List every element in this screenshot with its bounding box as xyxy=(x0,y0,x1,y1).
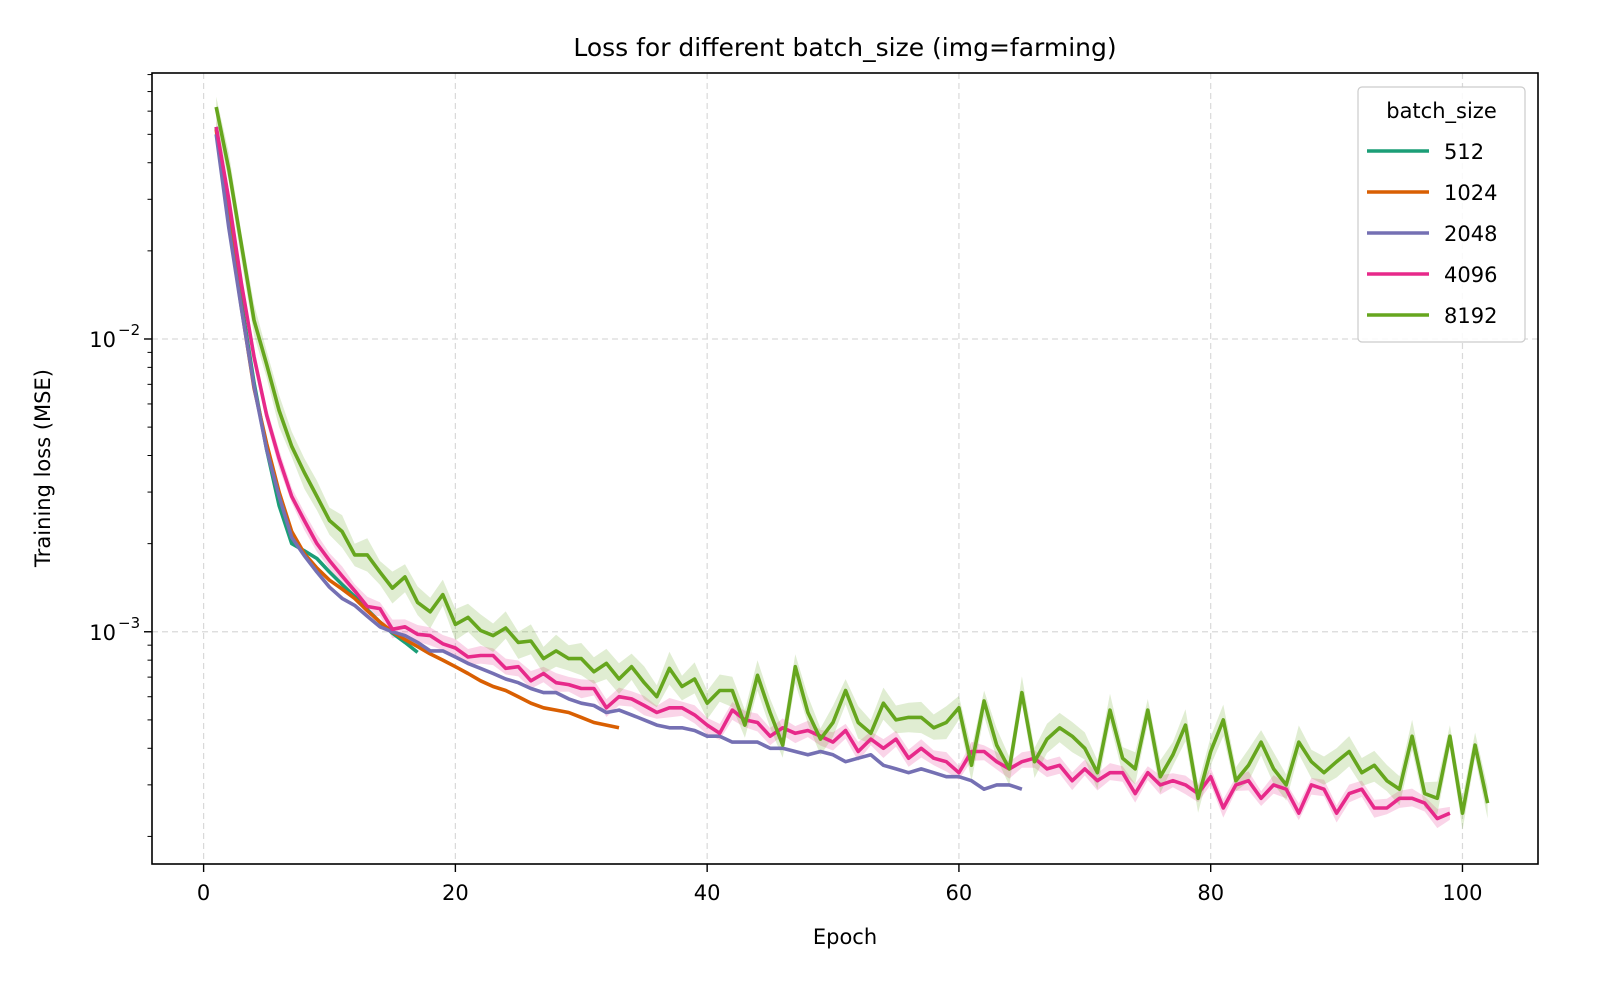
legend-label: 2048 xyxy=(1444,222,1497,246)
series-lines xyxy=(214,106,1490,821)
x-axis: 0 20 40 60 80 100 xyxy=(197,864,1483,905)
legend-item-2048[interactable]: 2048 xyxy=(1367,222,1497,246)
y-tick-label-exponent: −2 xyxy=(118,321,140,339)
x-tick-label: 20 xyxy=(442,881,469,905)
series-line-8192 xyxy=(214,106,1490,816)
x-axis-label: Epoch xyxy=(813,925,877,949)
x-tick-label: 100 xyxy=(1442,881,1482,905)
y-tick-label-exponent: −3 xyxy=(118,614,140,632)
legend-label: 8192 xyxy=(1444,304,1497,328)
legend-label: 1024 xyxy=(1444,181,1497,205)
legend-item-512[interactable]: 512 xyxy=(1367,140,1484,164)
x-tick-label: 40 xyxy=(694,881,721,905)
legend-label: 512 xyxy=(1444,140,1484,164)
legend[interactable]: batch_size 512 1024 2048 4096 8192 xyxy=(1357,86,1526,343)
series-line-2048 xyxy=(214,134,1023,792)
legend-item-4096[interactable]: 4096 xyxy=(1367,263,1497,287)
y-tick-label: 10 xyxy=(89,621,116,645)
x-tick-label: 60 xyxy=(946,881,973,905)
plot-area-frame xyxy=(151,72,1539,865)
y-axis-label: Training loss (MSE) xyxy=(31,369,55,568)
series-line-4096 xyxy=(214,126,1451,821)
x-tick-label: 80 xyxy=(1197,881,1224,905)
legend-item-1024[interactable]: 1024 xyxy=(1367,181,1497,205)
legend-box xyxy=(1357,86,1526,343)
legend-item-8192[interactable]: 8192 xyxy=(1367,304,1497,328)
chart-title: Loss for different batch_size (img=farmi… xyxy=(573,33,1116,62)
y-tick-label: 10 xyxy=(89,328,116,352)
legend-title: batch_size xyxy=(1386,99,1497,124)
legend-label: 4096 xyxy=(1444,263,1497,287)
y-axis: 10−310−2 xyxy=(89,74,152,837)
x-tick-label: 0 xyxy=(197,881,210,905)
